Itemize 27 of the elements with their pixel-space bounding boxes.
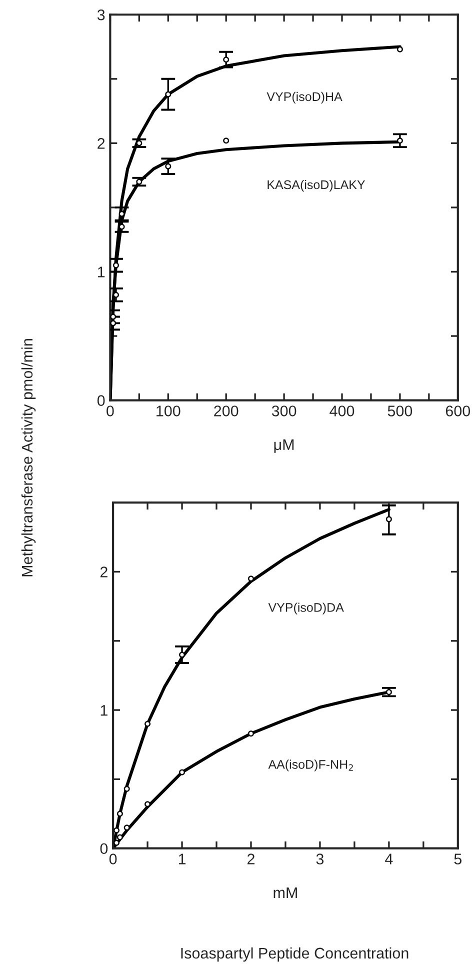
x-axis-title: μM [274,439,294,453]
text: AA(isoD)F-NH$_{2}$ [268,760,353,772]
y-tick-label: 0 [100,843,108,854]
x-tick-label: 3 [316,854,324,864]
text: VYP(isoD)HA [266,92,342,104]
x-tick-label: 0 [109,854,117,864]
x-tick-label: 5 [454,854,462,864]
x-tick-label: 2 [248,854,254,864]
y-tick-label: 2 [100,566,108,578]
x-tick-label: 200 [214,406,238,416]
x-tick-label: 500 [388,406,412,416]
text: VYP(isoD)DA [268,602,344,614]
x-tick-label: 300 [272,406,296,416]
x-axis-title: mM [274,887,297,898]
text: Isoaspartyl Peptide Concentration [181,947,408,962]
y-tick-label: 2 [98,138,105,149]
y-tick-label: 0 [97,395,105,406]
x-tick-label: 4 [385,854,393,864]
y-tick-label: 1 [98,266,105,278]
text: KASA(isoD)LAKY [268,180,366,192]
y-tick-label: 1 [100,705,108,716]
x-tick-label: 600 [446,406,470,416]
y-axis-title: Methyltransferase Activity pmol/min [21,339,36,576]
x-tick-label: 100 [156,406,180,416]
x-tick-label: 1 [178,854,186,864]
x-tick-label: 400 [330,406,354,416]
y-tick-label: 3 [97,9,105,20]
